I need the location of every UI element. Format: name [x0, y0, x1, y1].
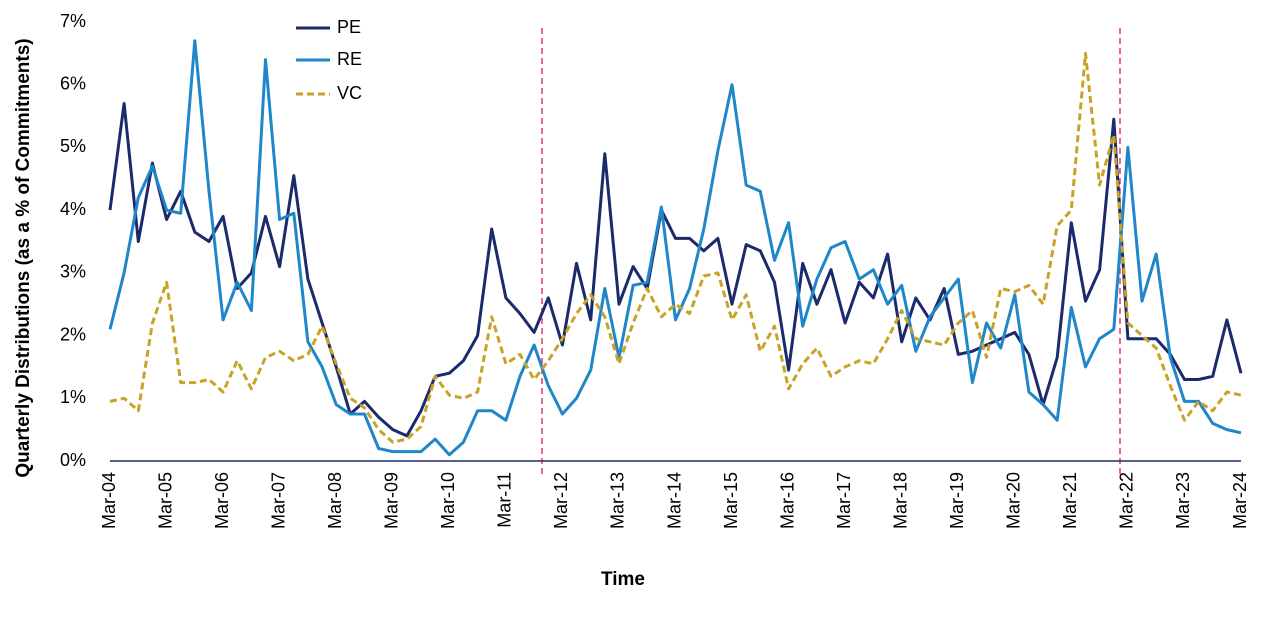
x-axis-title: Time [601, 569, 645, 590]
x-tick-label: Mar-14 [664, 472, 684, 529]
x-tick-label: Mar-18 [890, 472, 910, 529]
x-tick-label: Mar-21 [1060, 472, 1080, 529]
x-tick-label: Mar-22 [1117, 472, 1137, 529]
x-tick-label: Mar-12 [551, 472, 571, 529]
legend-label: VC [337, 83, 362, 103]
x-tick-label: Mar-10 [438, 472, 458, 529]
x-tick-label: Mar-15 [721, 472, 741, 529]
y-tick-label: 3% [60, 262, 86, 282]
x-tick-label: Mar-11 [495, 472, 515, 528]
y-tick-label: 0% [60, 450, 86, 470]
x-tick-label: Mar-05 [155, 472, 175, 529]
y-tick-label: 7% [60, 11, 86, 31]
x-tick-label: Mar-09 [382, 472, 402, 529]
y-tick-label: 6% [60, 73, 86, 93]
series-line [108, 39, 1242, 457]
y-tick-label: 1% [60, 387, 86, 407]
y-tick-label: 2% [60, 324, 86, 344]
series-line [109, 51, 1242, 444]
x-tick-label: Mar-04 [99, 472, 119, 529]
y-axis-title: Quarterly Distributions (as a % of Commi… [13, 38, 34, 477]
legend-label: RE [337, 49, 362, 69]
x-tick-label: Mar-07 [268, 472, 288, 529]
x-tick-label: Mar-16 [777, 472, 797, 529]
x-tick-label: Mar-06 [212, 472, 232, 529]
y-tick-label: 5% [60, 136, 86, 156]
x-tick-label: Mar-20 [1004, 472, 1024, 529]
x-tick-label: Mar-23 [1173, 472, 1193, 529]
x-tick-label: Mar-08 [325, 472, 345, 529]
legend-label: PE [337, 17, 361, 37]
x-tick-label: Mar-17 [834, 472, 854, 529]
y-tick-label: 4% [60, 199, 86, 219]
x-tick-label: Mar-24 [1230, 472, 1250, 529]
x-tick-label: Mar-19 [947, 472, 967, 529]
x-tick-label: Mar-13 [608, 472, 628, 529]
series-line [108, 102, 1243, 438]
